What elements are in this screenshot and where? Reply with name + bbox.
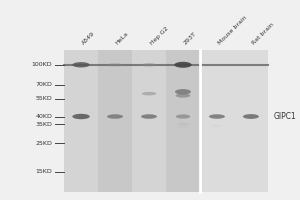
Text: GIPC1: GIPC1 xyxy=(274,112,296,121)
Bar xyxy=(166,50,200,192)
Ellipse shape xyxy=(107,114,123,119)
Ellipse shape xyxy=(142,63,156,67)
Ellipse shape xyxy=(141,114,157,119)
Ellipse shape xyxy=(174,62,192,68)
Text: A549: A549 xyxy=(81,31,96,46)
Ellipse shape xyxy=(176,93,190,98)
Bar xyxy=(64,50,98,192)
Ellipse shape xyxy=(211,124,223,127)
Text: 293T: 293T xyxy=(183,31,198,46)
Text: 55KD: 55KD xyxy=(36,96,52,101)
Ellipse shape xyxy=(177,137,189,140)
Text: 40KD: 40KD xyxy=(35,114,52,119)
Bar xyxy=(98,50,132,192)
Ellipse shape xyxy=(108,63,122,67)
Ellipse shape xyxy=(72,62,90,68)
Bar xyxy=(234,50,268,192)
Ellipse shape xyxy=(142,92,156,95)
Ellipse shape xyxy=(177,126,189,129)
Text: 35KD: 35KD xyxy=(35,122,52,127)
Text: 100KD: 100KD xyxy=(32,62,52,67)
Ellipse shape xyxy=(175,89,191,94)
Text: 70KD: 70KD xyxy=(35,82,52,87)
Text: Rat brain: Rat brain xyxy=(251,22,275,46)
Text: 25KD: 25KD xyxy=(35,141,52,146)
Text: Hep G2: Hep G2 xyxy=(149,26,169,46)
Text: 15KD: 15KD xyxy=(36,169,52,174)
Ellipse shape xyxy=(177,123,189,126)
Bar xyxy=(200,50,234,192)
Ellipse shape xyxy=(209,114,225,119)
Ellipse shape xyxy=(243,114,259,119)
Ellipse shape xyxy=(176,114,190,119)
Text: HeLa: HeLa xyxy=(115,31,130,46)
Ellipse shape xyxy=(72,114,90,119)
Bar xyxy=(132,50,166,192)
Text: Mouse brain: Mouse brain xyxy=(217,15,248,46)
